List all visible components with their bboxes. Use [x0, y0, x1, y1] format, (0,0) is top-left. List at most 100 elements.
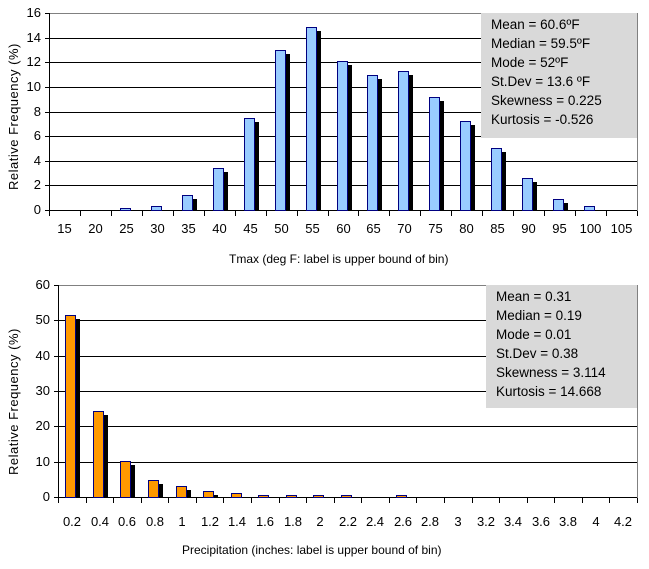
x-tick-label: 3 — [454, 514, 462, 529]
x-tick-mark — [328, 211, 329, 216]
x-tick-label: 3.6 — [531, 514, 551, 529]
histogram-bar — [151, 206, 162, 211]
statistic-line: Mode = 0.01 — [496, 327, 572, 342]
y-tick-mark — [54, 426, 59, 427]
x-tick-mark — [279, 498, 280, 503]
y-tick-label: 16 — [26, 5, 41, 20]
y-tick-label: 14 — [26, 30, 41, 45]
x-tick-mark — [142, 211, 143, 216]
histogram-bar — [522, 178, 533, 211]
gridline — [58, 391, 637, 392]
bar-shadow — [255, 122, 259, 210]
bar-shadow — [564, 203, 568, 210]
histogram-bar — [286, 495, 297, 498]
y-tick-label: 6 — [33, 128, 41, 143]
y-tick-label: 0 — [33, 202, 41, 217]
x-tick-mark — [513, 211, 514, 216]
bar-shadow — [440, 101, 444, 210]
x-tick-label: 0.6 — [117, 514, 137, 529]
x-tick-label: 2.4 — [365, 514, 385, 529]
x-tick-label: 40 — [212, 221, 227, 236]
x-tick-mark — [499, 498, 500, 503]
bar-shadow — [286, 54, 290, 210]
y-tick-label: 4 — [33, 153, 41, 168]
histogram-bar — [337, 61, 348, 211]
x-tick-label: 0.4 — [90, 514, 110, 529]
x-tick-mark — [266, 211, 267, 216]
gridline — [58, 426, 637, 427]
x-tick-label: 80 — [459, 221, 474, 236]
statistic-line: Mean = 60.6ºF — [491, 17, 580, 32]
x-tick-mark — [361, 498, 362, 503]
histogram-bar — [398, 71, 409, 211]
x-tick-label: 30 — [150, 221, 165, 236]
plot-area — [58, 285, 638, 498]
histogram-bar — [148, 480, 159, 498]
x-tick-label: 75 — [428, 221, 443, 236]
histogram-bar — [93, 411, 104, 498]
bar-shadow — [76, 319, 80, 497]
bar-shadow — [317, 31, 321, 210]
x-tick-label: 2.8 — [420, 514, 440, 529]
statistic-line: St.Dev = 0.38 — [496, 346, 579, 361]
histogram-bar — [182, 195, 193, 211]
histogram-bar — [306, 27, 317, 211]
histogram-bar — [203, 491, 214, 498]
y-tick-label: 10 — [26, 79, 41, 94]
y-tick-mark — [45, 38, 50, 39]
y-tick-label: 20 — [35, 418, 50, 433]
x-tick-label: 60 — [336, 221, 351, 236]
x-tick-mark — [637, 498, 638, 503]
x-tick-mark — [575, 211, 576, 216]
plot-area — [49, 13, 638, 211]
x-tick-label: 3.8 — [558, 514, 578, 529]
x-tick-mark — [113, 498, 114, 503]
y-tick-label: 12 — [26, 54, 41, 69]
x-tick-label: 1.4 — [227, 514, 247, 529]
x-tick-label: 20 — [88, 221, 103, 236]
x-tick-mark — [168, 498, 169, 503]
statistics-box: Mean = 0.31 Median = 0.19 Mode = 0.01 St.De… — [486, 285, 637, 408]
x-tick-mark — [544, 211, 545, 216]
histogram-bar — [65, 315, 76, 498]
x-tick-label: 1.6 — [255, 514, 275, 529]
y-tick-mark — [45, 62, 50, 63]
y-tick-label: 50 — [35, 312, 50, 327]
x-axis-title: Tmax (deg F: label is upper bound of bin… — [229, 252, 449, 266]
histogram-bar — [460, 121, 471, 211]
x-tick-mark — [444, 498, 445, 503]
y-tick-mark — [45, 87, 50, 88]
x-tick-mark — [111, 211, 112, 216]
x-tick-label: 0.2 — [62, 514, 82, 529]
x-tick-mark — [49, 211, 50, 216]
statistic-line: Skewness = 3.114 — [496, 365, 606, 380]
statistic-line: Mode = 52ºF — [491, 55, 569, 70]
x-tick-mark — [420, 211, 421, 216]
x-tick-mark — [58, 498, 59, 503]
x-tick-mark — [582, 498, 583, 503]
x-tick-label: 45 — [243, 221, 258, 236]
x-tick-mark — [527, 498, 528, 503]
x-tick-mark — [609, 498, 610, 503]
y-tick-mark — [54, 356, 59, 357]
x-tick-mark — [334, 498, 335, 503]
bar-shadow — [131, 465, 135, 497]
x-tick-mark — [204, 211, 205, 216]
bar-shadow — [409, 75, 413, 210]
bar-shadow — [104, 415, 108, 497]
x-tick-label: 1 — [178, 514, 186, 529]
x-tick-mark — [80, 211, 81, 216]
x-tick-mark — [306, 498, 307, 503]
x-tick-label: 2 — [316, 514, 324, 529]
histogram-bar — [258, 495, 269, 498]
x-tick-label: 70 — [397, 221, 412, 236]
histogram-bar — [313, 495, 324, 498]
y-tick-mark — [54, 391, 59, 392]
histogram-bar — [176, 486, 187, 498]
bar-shadow — [348, 65, 352, 210]
x-tick-mark — [358, 211, 359, 216]
y-tick-label: 8 — [33, 104, 41, 119]
x-tick-label: 4 — [592, 514, 600, 529]
y-tick-mark — [45, 13, 50, 14]
